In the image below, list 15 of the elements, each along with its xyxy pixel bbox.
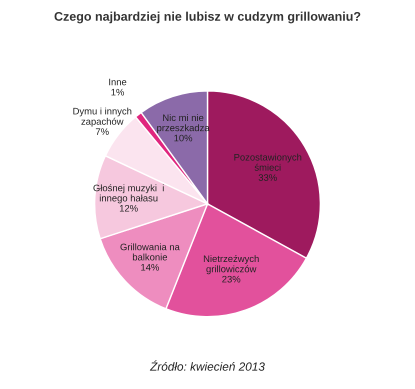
data-label: 10%	[174, 134, 192, 142]
data-label: 12%	[120, 204, 138, 212]
data-label: 23%	[222, 276, 240, 283]
slice-label: Inne	[109, 78, 126, 86]
slice-label: Grillowania na balkonie	[120, 243, 180, 260]
chart-title: Czego najbardziej nie lubisz w cudzym grillowaniu?	[54, 12, 360, 24]
text: Źródło: kwiecień 2013	[150, 360, 265, 371]
data-label: 7%	[96, 128, 109, 135]
slice-label: Nietrzeźwych grillowiczów	[204, 254, 259, 274]
slice-label: Dymu i innych zapachów	[73, 108, 132, 127]
data-label: 33%	[258, 174, 277, 181]
data-label: 1%	[111, 88, 124, 96]
slice-label: Głośnej muzyki i innego hałasu	[93, 184, 164, 204]
data-label: 14%	[141, 264, 160, 271]
slice-label: Pozostawionych śmieci	[234, 154, 302, 171]
